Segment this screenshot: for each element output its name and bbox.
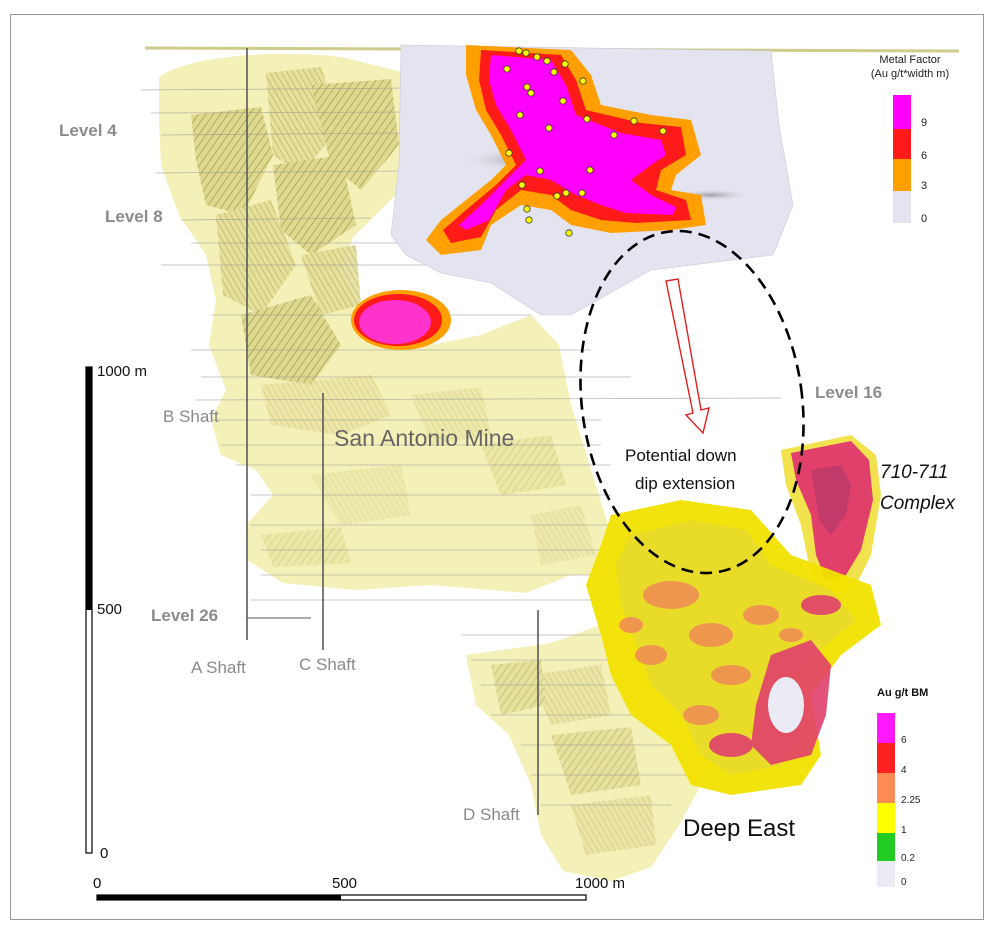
grade-swatch-6 [877,713,895,743]
drill-intercepts [503,47,667,237]
down-dip-arrow [665,278,710,435]
grade-swatch-0-2 [877,833,895,861]
stopes-san-antonio [191,67,596,567]
metal-factor-swatch-3 [893,159,911,191]
deep-east-label: Deep East [683,815,796,842]
figure-frame: Level 4 Level 8 Level 16 Level 26 B Shaf… [10,14,984,920]
shaft-lines [246,48,539,815]
grade-value-0-2: 0.2 [901,853,915,864]
metal-factor-legend: Metal Factor (Au g/t*width m) 9 6 3 0 [855,53,965,233]
metal-factor-swatch-0 [893,191,911,223]
b-shaft-label: B Shaft [163,407,219,426]
grade-legend: Au g/t BM 6 4 2.25 1 0.2 0 [871,687,961,897]
extension-label-line1: Potential down [625,446,737,465]
grade-swatch-1 [877,803,895,833]
grade-value-4: 4 [901,765,907,776]
metal-factor-legend-title-2: (Au g/t*width m) [870,68,950,80]
level-4-label: Level 4 [59,121,117,140]
grade-value-6: 6 [901,735,907,746]
long-section-map [85,44,960,901]
level-26-label: Level 26 [151,606,219,625]
complex-710-711 [781,435,881,595]
horizontal-scale-left-label: 0 [93,875,102,892]
horizontal-scale-bar [96,894,587,901]
extension-label-line2: dip extension [635,474,736,493]
stopes-deep-east [491,660,656,855]
metal-factor-swatch-9 [893,95,911,129]
metal-factor-value-3: 3 [921,180,928,192]
horizontal-scale-right-label: 1000 m [575,875,626,892]
grade-value-0: 0 [901,877,907,888]
vertical-scale-top-label: 1000 m [97,363,148,380]
complex-label-line1: 710-711 [880,462,949,483]
vertical-scale-mid-label: 500 [97,601,123,618]
complex-label-line2: Complex [880,493,955,514]
d-shaft-label: D Shaft [463,805,520,824]
grade-swatch-0 [877,861,895,887]
c-shaft-label: C Shaft [299,655,356,674]
metal-factor-value-9: 9 [921,117,928,129]
metal-factor-value-6: 6 [921,150,928,162]
metal-factor-contours [351,45,706,350]
vertical-scale-bar [85,366,93,854]
deep-east-orebody [586,500,881,795]
grade-value-2-25: 2.25 [901,795,921,806]
level-8-label: Level 8 [105,207,163,226]
metal-factor-legend-title-1: Metal Factor [879,54,941,66]
metal-factor-value-0: 0 [921,213,928,225]
potential-extension-outline [579,229,805,575]
grade-legend-title: Au g/t BM [877,687,929,699]
grade-swatch-2-25 [877,773,895,803]
horizontal-scale-mid-label: 500 [332,875,358,892]
metal-factor-swatch-6 [893,129,911,159]
level-16-label: Level 16 [815,383,883,402]
grade-swatch-4 [877,743,895,773]
grade-value-1: 1 [901,825,907,836]
a-shaft-label: A Shaft [191,658,246,677]
san-antonio-mine-label: San Antonio Mine [334,425,515,451]
vertical-scale-bottom-label: 0 [100,845,109,862]
